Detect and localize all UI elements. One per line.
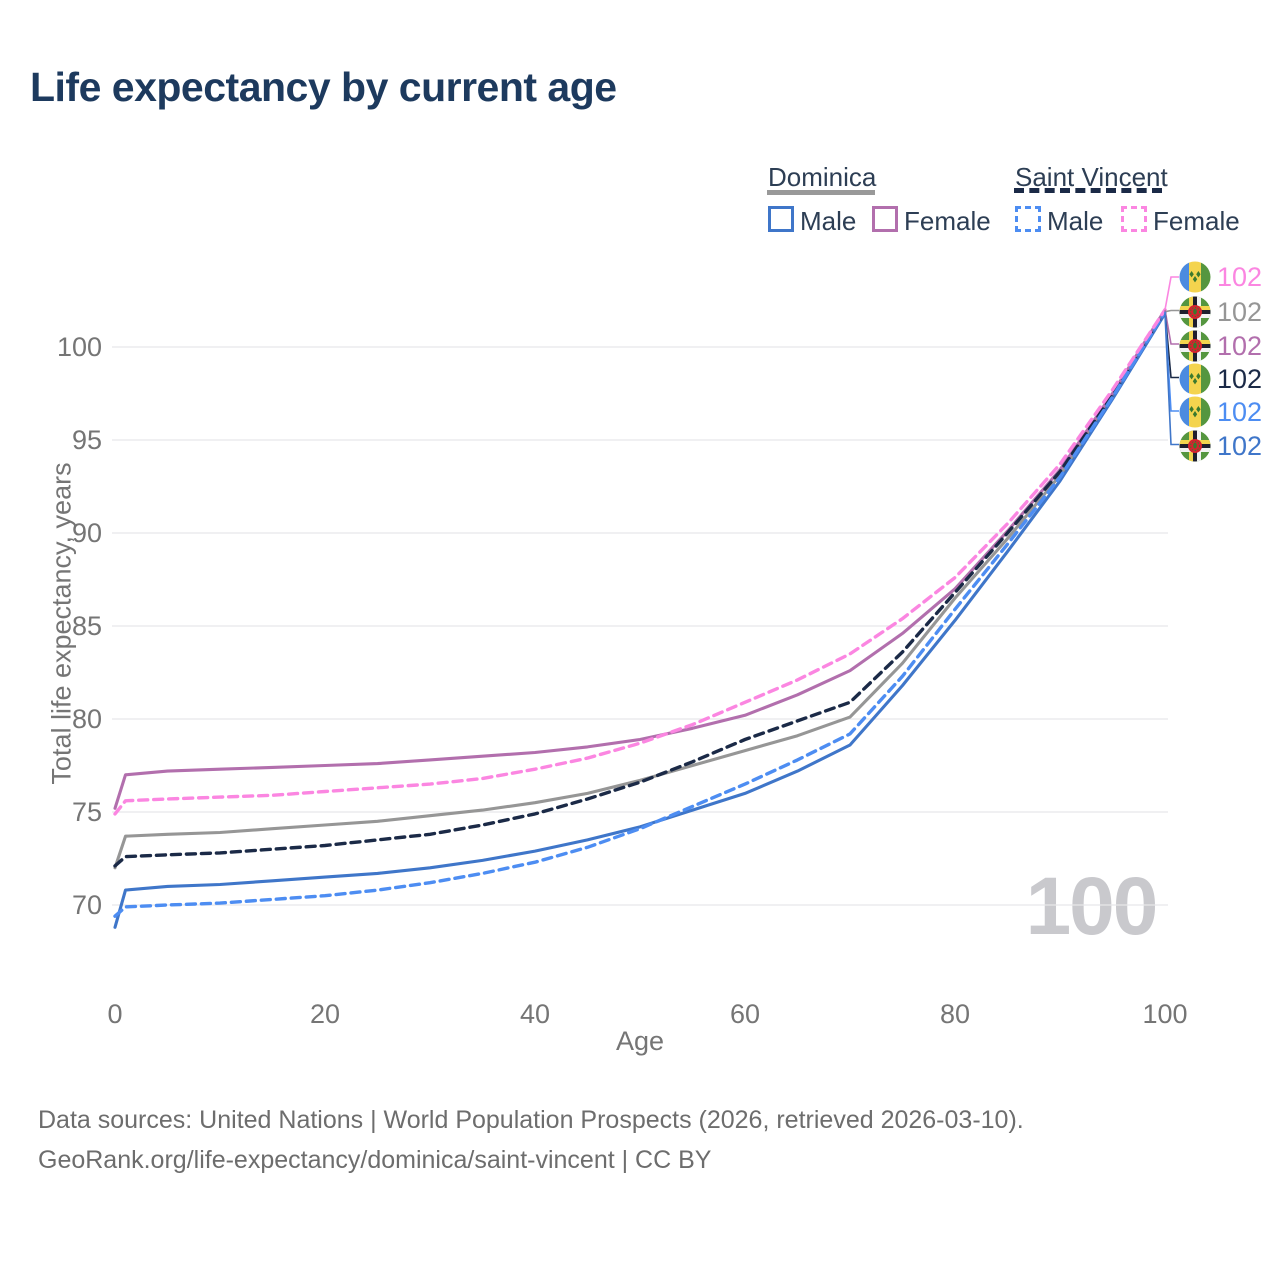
x-axis-title: Age: [615, 1026, 665, 1056]
y-tick-75: 75: [71, 797, 102, 827]
y-tick-95: 95: [71, 425, 102, 455]
end-label-dominica-female: 102: [1179, 330, 1262, 362]
end-label-sv-total: 102: [1179, 363, 1262, 395]
flag-dominica-icon: [1179, 430, 1211, 462]
legend-swatch-dominica-male[interactable]: [768, 206, 794, 232]
end-value: 102: [1217, 330, 1263, 361]
legend-label-saint-vincent-female[interactable]: Female: [1153, 206, 1240, 236]
y-tick-70: 70: [71, 890, 102, 920]
page-title: Life expectancy by current age: [30, 64, 617, 110]
y-tick-85: 85: [71, 611, 102, 641]
x-tick-0: 0: [107, 999, 123, 1029]
legend-line-sample-dominica: [767, 190, 875, 195]
y-tick-80: 80: [71, 704, 102, 734]
legend-group-saint-vincent[interactable]: Saint Vincent: [1015, 162, 1168, 192]
end-value: 102: [1217, 261, 1263, 292]
end-label-sv-female: 102: [1179, 261, 1262, 293]
current-age-watermark: 100: [1025, 861, 1159, 952]
flag-saint-vincent-icon: [1179, 261, 1211, 293]
y-tick-90: 90: [71, 518, 102, 548]
legend-line-sample-saint-vincent: [1014, 188, 1162, 193]
legend-label-dominica-male[interactable]: Male: [800, 206, 857, 236]
data-source-note: Data sources: United Nations | World Pop…: [38, 1106, 1024, 1134]
end-value: 102: [1217, 396, 1263, 427]
flag-dominica-icon: [1179, 330, 1211, 362]
legend-swatch-saint-vincent-female[interactable]: [1121, 206, 1147, 232]
end-value: 102: [1217, 363, 1263, 394]
y-axis-title: Total life expectancy, years: [46, 462, 77, 785]
legend-swatch-saint-vincent-male[interactable]: [1015, 206, 1041, 232]
end-label-dominica-total: 102: [1179, 296, 1262, 328]
x-tick-40: 40: [519, 999, 551, 1029]
flag-saint-vincent-icon: [1179, 363, 1211, 395]
x-tick-80: 80: [939, 999, 971, 1029]
flag-saint-vincent-icon: [1179, 396, 1211, 428]
end-value: 102: [1217, 430, 1263, 461]
end-label-dominica-male: 102: [1179, 430, 1262, 462]
end-label-sv-male: 102: [1179, 396, 1262, 428]
x-tick-100: 100: [1142, 999, 1188, 1029]
legend-label-saint-vincent-male[interactable]: Male: [1047, 206, 1104, 236]
end-value: 102: [1217, 296, 1263, 327]
legend-group-dominica[interactable]: Dominica: [768, 162, 877, 192]
legend-label-dominica-female[interactable]: Female: [904, 206, 991, 236]
y-tick-100: 100: [56, 332, 102, 362]
flag-dominica-icon: [1179, 296, 1211, 328]
x-tick-20: 20: [309, 999, 341, 1029]
attribution-note: GeoRank.org/life-expectancy/dominica/sai…: [38, 1146, 712, 1174]
x-tick-60: 60: [729, 999, 761, 1029]
legend-swatch-dominica-female[interactable]: [872, 206, 898, 232]
